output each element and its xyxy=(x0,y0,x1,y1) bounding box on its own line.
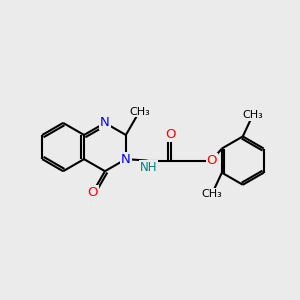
Text: O: O xyxy=(165,128,176,142)
Text: O: O xyxy=(88,186,98,199)
Text: CH₃: CH₃ xyxy=(242,110,263,120)
Text: O: O xyxy=(206,154,217,166)
Text: N: N xyxy=(121,153,131,166)
Text: CH₃: CH₃ xyxy=(129,107,150,117)
Text: CH₃: CH₃ xyxy=(202,189,222,199)
Text: NH: NH xyxy=(140,160,157,174)
Text: N: N xyxy=(100,116,110,129)
